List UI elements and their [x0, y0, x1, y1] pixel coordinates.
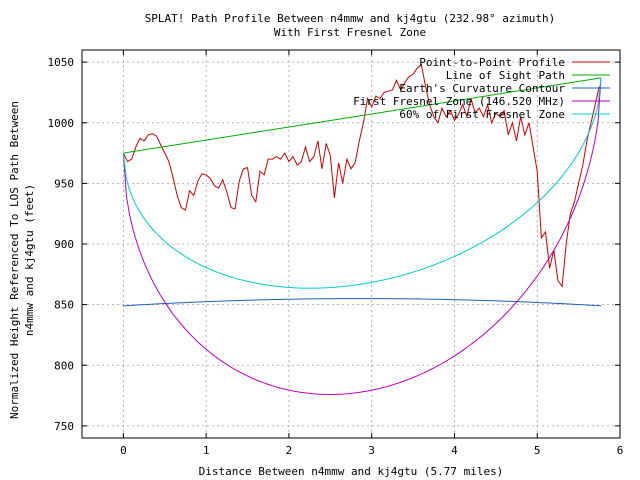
series-lines: [122, 63, 602, 395]
x-tick-label: 0: [120, 444, 127, 457]
y-tick-label: 850: [54, 299, 74, 312]
x-tick-label: 2: [286, 444, 293, 457]
plot-frame: [81, 49, 621, 439]
chart-title: SPLAT! Path Profile Between n4mmw and kj…: [145, 12, 556, 25]
legend-label-0: Point-to-Point Profile: [419, 56, 565, 69]
series-line-3: [122, 77, 602, 395]
series-line-2: [123, 298, 602, 307]
y-tick-label: 1000: [48, 117, 75, 130]
y-axis-label-line2: n4mmw and kj4gtu (feet): [23, 184, 36, 336]
y-tick-label: 800: [54, 359, 74, 372]
y-tick-label: 750: [54, 420, 74, 433]
series-line-4: [122, 77, 602, 289]
x-tick-label: 4: [451, 444, 458, 457]
legend-label-3: First Fresnel Zone (146.520 MHz): [353, 95, 565, 108]
legend-label-2: Earth's Curvature Contour: [399, 82, 565, 95]
x-axis-label: Distance Between n4mmw and kj4gtu (5.77 …: [199, 465, 504, 478]
chart-subtitle: With First Fresnel Zone: [274, 26, 426, 39]
x-tick-label: 5: [534, 444, 541, 457]
y-tick-label: 1050: [48, 56, 75, 69]
y-tick-label: 950: [54, 177, 74, 190]
y-axis-label: Normalized Height Referenced To LOS Path…: [8, 101, 21, 419]
axis-ticks: 0 1 2 3 4 5 6 750 800 850 900 950 1000 1050: [48, 50, 624, 457]
legend-label-1: Line of Sight Path: [446, 69, 565, 82]
y-tick-label: 900: [54, 238, 74, 251]
series-line-0: [122, 63, 600, 288]
series-line-1: [123, 77, 602, 154]
x-tick-label: 3: [368, 444, 375, 457]
legend-label-4: 60% of First Fresnel Zone: [399, 108, 565, 121]
x-tick-label: 1: [203, 444, 210, 457]
x-tick-label: 6: [617, 444, 624, 457]
